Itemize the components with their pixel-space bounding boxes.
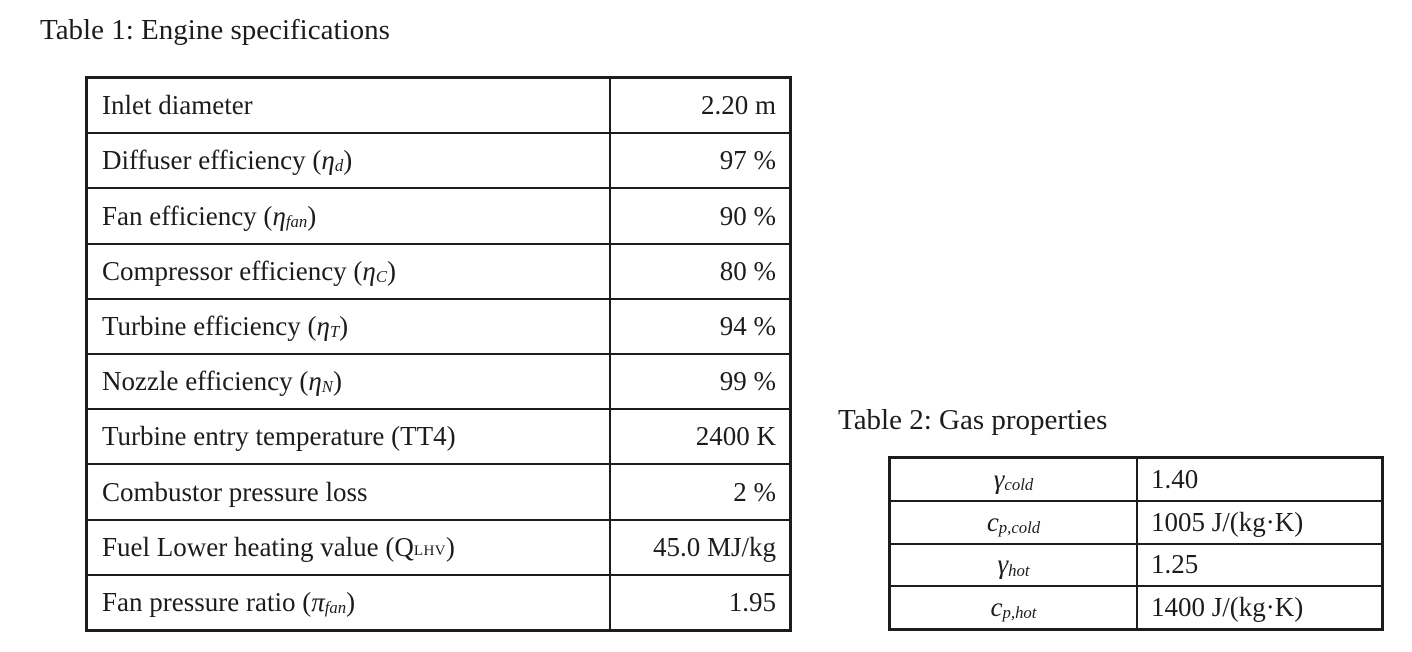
table-row: c p,cold 1005 J/(kg·K) [891, 499, 1381, 543]
label-text: ) [387, 255, 396, 286]
table2-caption: Table 2: Gas properties [838, 404, 1108, 436]
row-label: c p,cold [891, 501, 1138, 543]
label-text: Fan pressure ratio ( [102, 586, 312, 617]
label-text: Nozzle efficiency ( [102, 366, 309, 397]
label-text: ) [307, 200, 317, 231]
row-label: Inlet diameter [88, 79, 611, 133]
table-row: Fan efficiency (η fan) 90 % [88, 187, 789, 243]
math-subscript: LHV [413, 542, 446, 559]
row-value: 45.0 MJ/kg [652, 531, 776, 562]
row-label: γ cold [891, 459, 1138, 500]
row-value: 80 % [719, 255, 776, 286]
row-label: Fan efficiency (η fan) [88, 189, 611, 243]
row-value: 2400 K [695, 421, 776, 452]
math-symbol: η [316, 310, 330, 341]
row-value: 2 % [733, 476, 776, 507]
row-label: Nozzle efficiency (η N) [88, 355, 611, 409]
table-row: Combustor pressure loss 2 % [88, 463, 789, 519]
table-row: γ hot 1.25 [891, 542, 1381, 586]
table2-gas-properties: γ cold 1.40 c p,cold 1005 J/(kg·K) γ hot 1.25 c p,… [888, 456, 1384, 631]
label-text: ) [339, 310, 349, 341]
row-value: 94 % [719, 310, 776, 341]
row-label: Turbine entry temperature (TT4) [88, 410, 611, 464]
label-text: Turbine efficiency ( [102, 310, 317, 341]
table-row: Diffuser efficiency (η d) 97 % [88, 132, 789, 188]
math-symbol: c [990, 592, 1003, 623]
row-value: 99 % [719, 366, 776, 397]
row-value: 1400 J/(kg·K) [1151, 592, 1304, 623]
label-text: Compressor efficiency ( [102, 255, 363, 286]
table-row: Nozzle efficiency (η N) 99 % [88, 353, 789, 409]
label-text: ) [332, 366, 342, 397]
row-value: 97 % [719, 145, 776, 176]
label-text: Fuel Lower heating value (Q [102, 531, 414, 562]
row-label: Fuel Lower heating value (Q LHV) [88, 520, 611, 574]
row-value: 1.95 [728, 586, 776, 617]
math-symbol: π [311, 586, 325, 617]
math-subscript: fan [324, 598, 347, 618]
math-subscript: fan [285, 211, 308, 231]
table-row: γ cold 1.40 [891, 459, 1381, 500]
row-value: 1.25 [1151, 549, 1199, 580]
math-subscript: C [375, 266, 387, 286]
math-subscript: hot [1008, 560, 1030, 580]
math-subscript: p,hot [1002, 603, 1037, 623]
row-label: c p,hot [891, 587, 1138, 628]
math-subscript: T [329, 322, 340, 342]
table-row: Fan pressure ratio (π fan) 1.95 [88, 573, 789, 630]
math-subscript: N [321, 377, 333, 397]
math-subscript: p,cold [998, 517, 1041, 537]
math-subscript: d [334, 156, 344, 176]
label-text: ) [445, 531, 455, 562]
label-text: Combustor pressure loss [102, 476, 368, 507]
row-label: Diffuser efficiency (η d) [88, 134, 611, 188]
label-text: ) [343, 145, 353, 176]
label-text: Inlet diameter [102, 90, 253, 121]
table-row: c p,hot 1400 J/(kg·K) [891, 585, 1381, 628]
row-label: Turbine efficiency (η T) [88, 299, 611, 354]
math-symbol: η [272, 200, 286, 231]
math-symbol: γ [993, 463, 1005, 494]
table-row: Compressor efficiency (η C) 80 % [88, 242, 789, 298]
math-symbol: c [986, 506, 999, 537]
table1-caption: Table 1: Engine specifications [40, 14, 390, 46]
table-row: Inlet diameter 2.20 m [88, 79, 789, 133]
math-subscript: cold [1004, 475, 1034, 495]
label-text: Diffuser efficiency ( [102, 145, 322, 176]
row-label: Combustor pressure loss [88, 465, 611, 519]
table1-engine-specifications: Inlet diameter 2.20 m Diffuser efficiency … [85, 76, 792, 632]
math-symbol: η [321, 145, 335, 176]
math-symbol: η [362, 255, 376, 286]
math-symbol: γ [997, 549, 1009, 580]
table-row: Turbine entry temperature (TT4) 2400 K [88, 408, 789, 464]
row-label: Compressor efficiency (η C) [88, 244, 611, 298]
row-value: 90 % [719, 200, 776, 231]
table-row: Fuel Lower heating value (Q LHV) 45.0 MJ/k… [88, 518, 789, 574]
row-label: Fan pressure ratio (π fan) [88, 575, 611, 630]
table-row: Turbine efficiency (η T) 94 % [88, 297, 789, 354]
row-value: 1.40 [1151, 463, 1199, 494]
math-symbol: η [308, 366, 322, 397]
label-text: Fan efficiency ( [102, 200, 273, 231]
row-value: 2.20 m [700, 90, 776, 121]
label-text: ) [346, 586, 356, 617]
row-label: γ hot [891, 544, 1138, 586]
row-value: 1005 J/(kg·K) [1151, 506, 1304, 537]
label-text: Turbine entry temperature (TT4) [102, 421, 456, 452]
